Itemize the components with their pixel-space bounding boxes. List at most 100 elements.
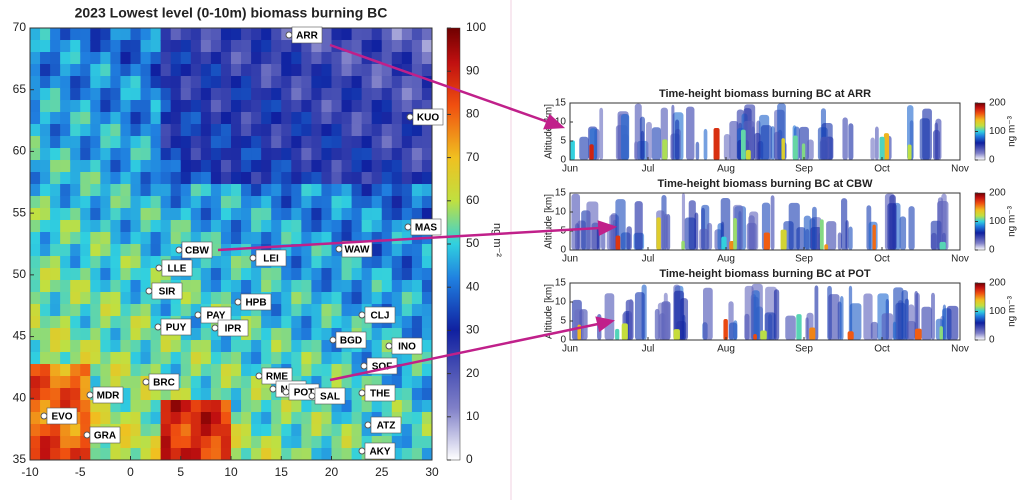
heatmap-cell — [251, 400, 262, 413]
heatmap-cell — [80, 364, 91, 377]
heatmap-cell — [371, 76, 383, 89]
heatmap-cell — [421, 124, 432, 137]
heatmap-cell — [140, 352, 152, 365]
heatmap-cell — [170, 304, 182, 317]
heatmap-cell — [331, 184, 343, 197]
heatmap-cell — [50, 424, 61, 437]
heatmap-cell — [200, 280, 212, 293]
heatmap-cell — [251, 436, 262, 449]
heatmap-cell — [60, 220, 71, 233]
heatmap-cell — [160, 172, 172, 185]
heatmap-cell — [351, 364, 363, 377]
heatmap-cell — [311, 280, 323, 293]
profile-peak — [796, 314, 802, 340]
profile-blob — [634, 201, 643, 250]
heatmap-cell — [80, 244, 91, 257]
heatmap-cell — [251, 232, 262, 245]
heatmap-cell — [90, 268, 101, 281]
heatmap-cell — [251, 100, 262, 113]
heatmap-cell — [160, 124, 172, 137]
heatmap-cell — [70, 232, 81, 245]
heatmap-cell — [231, 196, 242, 209]
y-tick-label: 10 — [555, 297, 567, 308]
heatmap-cell — [90, 256, 101, 269]
heatmap-cell — [170, 412, 182, 425]
heatmap-cell — [110, 292, 122, 305]
heatmap-cell — [120, 244, 132, 257]
profile-blob — [828, 294, 840, 340]
heatmap-cell — [381, 292, 393, 305]
heatmap-cell — [301, 328, 312, 341]
heatmap-cell — [30, 364, 41, 377]
heatmap-cell — [361, 256, 373, 269]
heatmap-cell — [110, 196, 122, 209]
heatmap-cell — [331, 172, 343, 185]
station-dot — [194, 311, 202, 319]
panel — [569, 102, 961, 161]
heatmap-cell — [190, 124, 202, 137]
heatmap-cell — [150, 172, 162, 185]
heatmap-cell — [331, 136, 343, 149]
heatmap-cell — [110, 232, 122, 245]
heatmap-cell — [40, 76, 51, 89]
heatmap-cell — [30, 196, 41, 209]
heatmap-cell — [130, 448, 142, 460]
heatmap-cell — [291, 88, 302, 101]
station-box — [314, 387, 346, 405]
heatmap-cell — [391, 208, 403, 221]
y-tick-label: 65 — [13, 82, 27, 96]
heatmap-cell — [140, 172, 152, 185]
station-dot — [86, 391, 94, 399]
heatmap-cell — [160, 412, 172, 425]
heatmap-cell — [241, 436, 252, 449]
station-dot — [285, 31, 293, 39]
heatmap-cell — [210, 76, 222, 89]
profile-peak — [809, 327, 816, 340]
heatmap-cell — [391, 292, 403, 305]
heatmap-cell — [341, 400, 353, 413]
heatmap-cell — [110, 208, 122, 221]
x-tick-label: 20 — [325, 465, 339, 479]
heatmap-cell — [110, 328, 122, 341]
heatmap-cell — [120, 160, 132, 173]
profile-blob — [837, 232, 842, 250]
profile-blob — [606, 224, 617, 250]
heatmap-cell — [90, 412, 101, 425]
heatmap-cell — [50, 280, 61, 293]
profile-peak — [872, 224, 876, 250]
heatmap-cell — [210, 376, 222, 389]
heatmap-cell — [411, 244, 423, 257]
heatmap-cell — [220, 196, 232, 209]
heatmap-cell — [331, 208, 343, 221]
heatmap-cell — [261, 436, 272, 449]
heatmap-cell — [130, 280, 142, 293]
heatmap-cell — [100, 244, 111, 257]
heatmap-cell — [100, 220, 111, 233]
heatmap-cell — [220, 64, 232, 77]
heatmap-cell — [261, 28, 272, 41]
heatmap-cell — [30, 232, 41, 245]
heatmap-cell — [371, 280, 383, 293]
heatmap-cell — [60, 340, 71, 353]
heatmap-cell — [120, 436, 132, 449]
heatmap-cell — [210, 280, 222, 293]
heatmap-cell — [190, 112, 202, 125]
station-label: SOF — [372, 362, 393, 373]
heatmap-cell — [130, 376, 142, 389]
heatmap-cell — [140, 328, 152, 341]
heatmap-cell — [180, 160, 192, 173]
heatmap-cell — [411, 400, 423, 413]
heatmap-cell — [351, 268, 363, 281]
heatmap-cell — [271, 412, 282, 425]
heatmap-cell — [90, 280, 101, 293]
heatmap-cell — [210, 88, 222, 101]
heatmap-cell — [80, 340, 91, 353]
heatmap-cell — [60, 232, 71, 245]
profile-blob — [874, 126, 879, 160]
heatmap-cell — [241, 136, 252, 149]
heatmap-cell — [110, 400, 122, 413]
heatmap-cell — [271, 316, 282, 329]
heatmap-cell — [100, 88, 111, 101]
heatmap-cell — [341, 448, 353, 460]
heatmap-cell — [210, 52, 222, 65]
